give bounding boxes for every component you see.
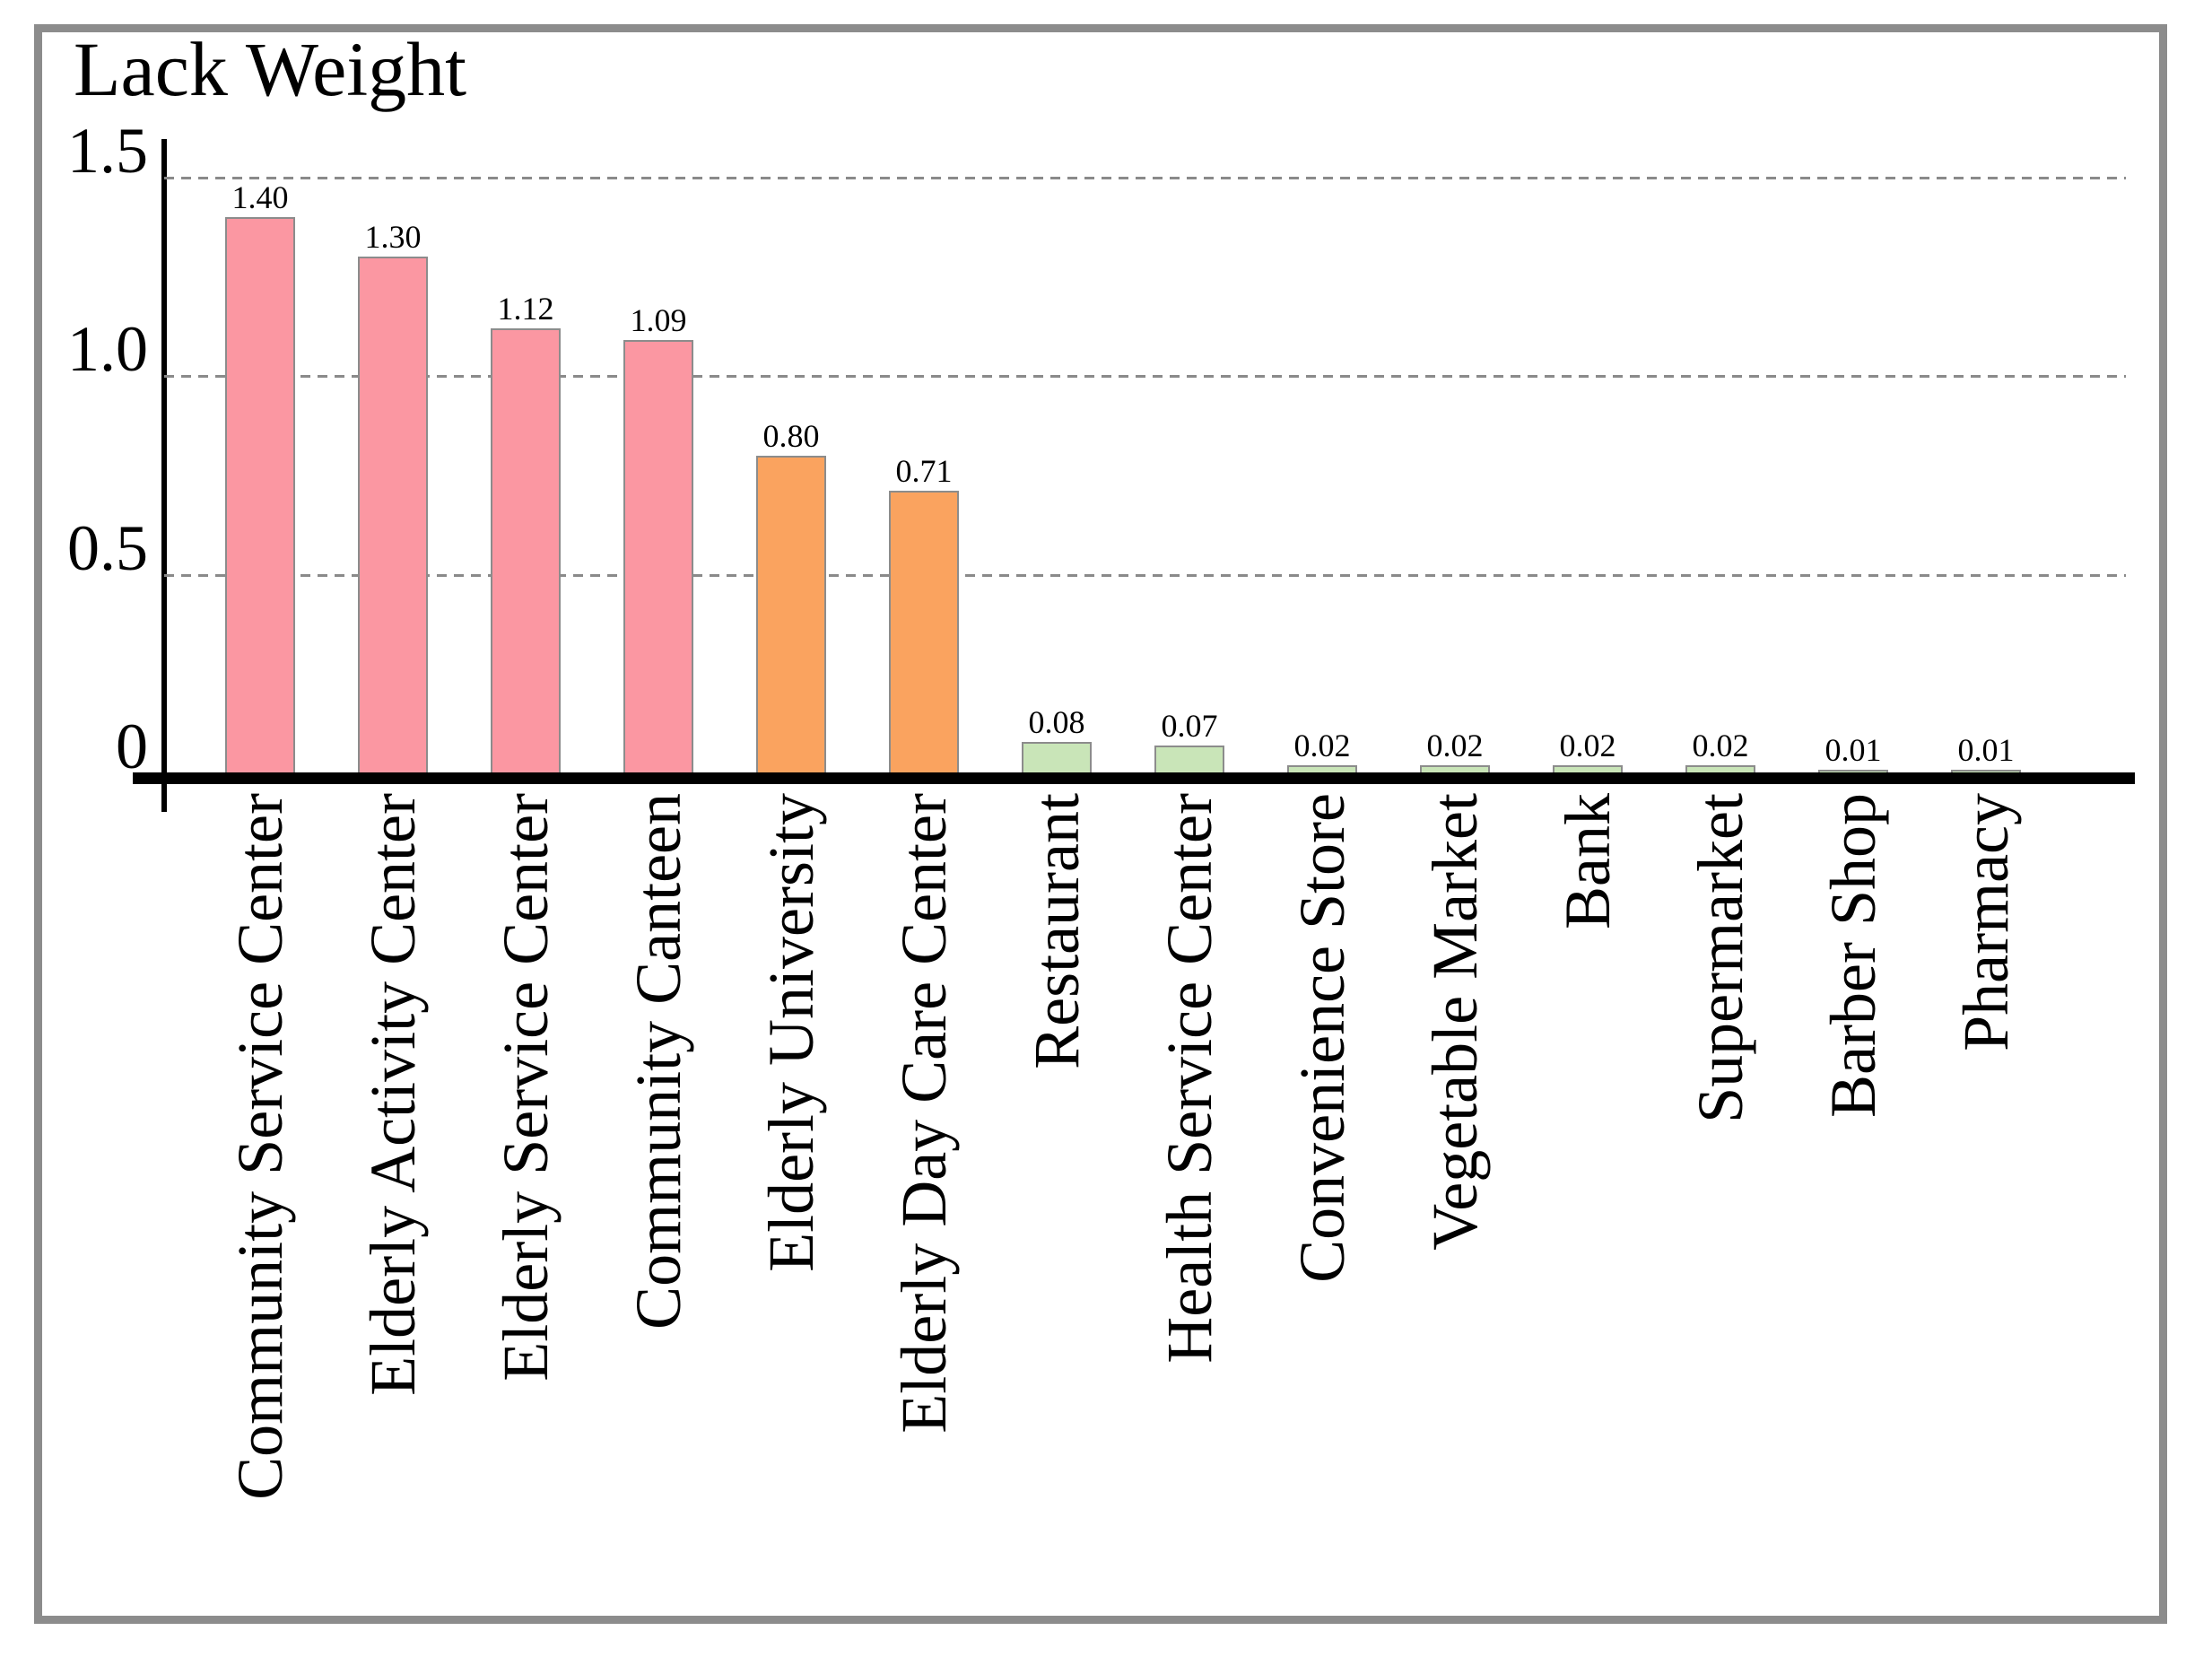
bar: [491, 327, 561, 779]
x-axis-label: Barber Shop: [1817, 793, 1889, 1118]
bar: [756, 455, 826, 779]
x-axis-label: Bank: [1552, 793, 1624, 929]
bar-value-label: 1.09: [630, 302, 687, 339]
y-tick-label: 0.5: [67, 511, 148, 584]
bar-value-label: 1.30: [364, 219, 422, 256]
x-axis-label: Convenience Store: [1286, 793, 1358, 1283]
chart-title: Lack Weight: [74, 26, 467, 112]
gridline: [164, 375, 2126, 378]
bar-value-label: 0.02: [1293, 728, 1351, 764]
x-axis-label: Health Service Center: [1154, 793, 1225, 1364]
x-axis-label: Community Service Center: [224, 793, 296, 1500]
bar: [623, 340, 693, 779]
x-axis-label: Community Canteen: [623, 793, 694, 1330]
x-axis-label: Elderly Service Center: [490, 793, 562, 1382]
bar: [889, 491, 959, 779]
x-axis-label: Supermarket: [1685, 793, 1756, 1123]
bar: [225, 216, 295, 779]
bar-value-label: 0.01: [1824, 731, 1882, 768]
bar-value-label: 1.40: [231, 179, 289, 215]
bar-value-label: 0.01: [1957, 731, 2015, 768]
x-axis-line: [133, 772, 2135, 784]
y-tick-label: 0: [116, 711, 148, 782]
bar-value-label: 0.02: [1426, 728, 1484, 764]
y-tick-label: 1.5: [67, 114, 148, 187]
bar-value-label: 0.07: [1161, 707, 1218, 744]
bar-value-label: 0.02: [1559, 728, 1616, 764]
y-tick-label: 1.0: [67, 313, 148, 385]
x-axis-label: Elderly Day Care Center: [888, 793, 960, 1434]
x-axis-label: Restaurant: [1021, 793, 1093, 1069]
y-axis-line: [161, 139, 167, 812]
bar-value-label: 0.02: [1692, 728, 1749, 764]
x-axis-label: Elderly Activity Center: [357, 793, 429, 1396]
x-axis-label: Vegetable Market: [1419, 793, 1491, 1251]
bar-value-label: 1.12: [497, 290, 554, 327]
bar-value-label: 0.80: [762, 417, 820, 454]
gridline: [164, 573, 2126, 577]
bar-value-label: 0.71: [895, 453, 953, 490]
gridline: [164, 176, 2126, 179]
x-axis-label: Pharmacy: [1950, 793, 2022, 1051]
bar: [358, 257, 428, 779]
bar-value-label: 0.08: [1028, 703, 1085, 740]
x-axis-label: Elderly University: [755, 793, 827, 1272]
chart-frame-border: [34, 24, 2167, 1624]
